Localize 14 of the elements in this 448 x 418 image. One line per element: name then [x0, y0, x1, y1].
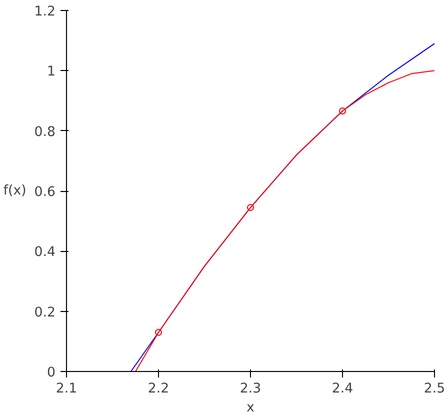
x-tick-label: 2.5 [424, 382, 446, 396]
x-tick-label: 2.4 [332, 382, 354, 396]
x-tick-label: 2.3 [240, 382, 262, 396]
y-axis-title: f(x) [3, 184, 26, 198]
x-tick-label: 2.1 [56, 382, 78, 396]
y-tick-label: 0 [47, 366, 56, 380]
x-axis-title: x [246, 400, 255, 416]
y-tick-label: 0.4 [34, 245, 56, 260]
y-tick-label: 1.2 [34, 4, 56, 20]
x-tick-label: 2.2 [148, 382, 170, 396]
y-tick-label: 1 [47, 64, 56, 80]
y-tick-label: 0.8 [34, 124, 56, 140]
y-tick-label: 0.6 [34, 185, 56, 200]
y-tick-label: 0.2 [34, 305, 56, 320]
